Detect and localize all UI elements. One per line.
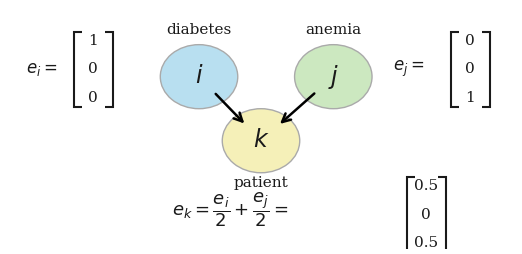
Text: 0: 0 bbox=[465, 34, 475, 48]
Text: diabetes: diabetes bbox=[167, 23, 232, 37]
Text: $e_j =$: $e_j =$ bbox=[393, 59, 424, 80]
Text: $e_i =$: $e_i =$ bbox=[26, 61, 57, 78]
Text: $k$: $k$ bbox=[253, 129, 269, 152]
Text: $j$: $j$ bbox=[328, 63, 339, 91]
Text: 1: 1 bbox=[88, 34, 98, 48]
Text: 0: 0 bbox=[421, 208, 431, 222]
Text: 0: 0 bbox=[88, 91, 98, 105]
Ellipse shape bbox=[294, 45, 372, 109]
Ellipse shape bbox=[222, 109, 300, 173]
Text: 0.5: 0.5 bbox=[414, 236, 438, 250]
Text: anemia: anemia bbox=[305, 23, 361, 37]
Text: $e_k = \dfrac{e_i}{2} + \dfrac{e_j}{2} =$: $e_k = \dfrac{e_i}{2} + \dfrac{e_j}{2} =… bbox=[172, 190, 288, 229]
Text: 0: 0 bbox=[465, 62, 475, 76]
Text: 0: 0 bbox=[88, 62, 98, 76]
Ellipse shape bbox=[160, 45, 238, 109]
Text: 0.5: 0.5 bbox=[414, 179, 438, 193]
Text: $i$: $i$ bbox=[195, 65, 203, 88]
Text: 1: 1 bbox=[465, 91, 475, 105]
Text: patient: patient bbox=[234, 177, 288, 190]
